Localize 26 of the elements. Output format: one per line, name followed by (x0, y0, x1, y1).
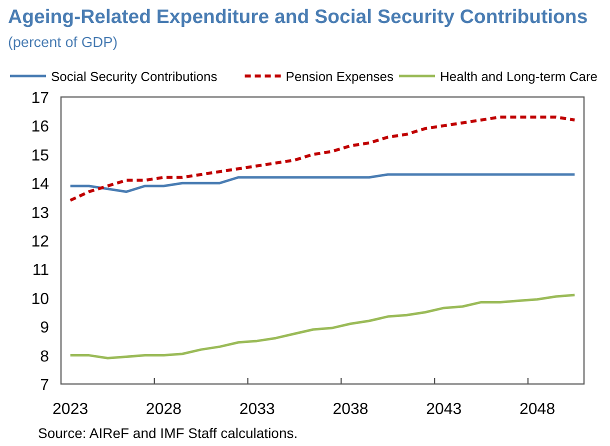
chart-subtitle: (percent of GDP) (8, 35, 118, 51)
x-tick-label: 2033 (239, 401, 276, 418)
source-note: Source: AIReF and IMF Staff calculations. (38, 425, 298, 441)
line-series (69, 173, 576, 193)
y-tick-label: 11 (32, 262, 50, 280)
x-tick-label: 2043 (426, 401, 462, 418)
y-tick-label: 16 (31, 118, 50, 136)
y-tick-label: 9 (40, 320, 50, 337)
line-series (69, 294, 576, 360)
y-tick-label: 14 (31, 176, 50, 194)
legend-label: Pension Expenses (286, 69, 394, 84)
line-series (68, 116, 576, 202)
x-tick-label: 2028 (146, 401, 182, 418)
y-tick-label: 12 (31, 234, 50, 250)
x-tick-label: 2023 (52, 401, 88, 418)
legend-label: Social Security Contributions (51, 69, 218, 84)
y-tick-label: 13 (31, 204, 50, 222)
y-tick-label: 7 (40, 377, 50, 394)
x-tick-label: 2048 (520, 401, 556, 418)
y-tick-label: 15 (31, 147, 50, 164)
chart-title: Ageing-Related Expenditure and Social Security Contributions (8, 6, 588, 28)
y-tick-label: 8 (40, 348, 50, 366)
x-tick-label: 2038 (332, 401, 368, 418)
y-tick-label: 17 (31, 90, 50, 107)
y-tick-label: 10 (31, 290, 50, 308)
legend-label: Health and Long-term Care (440, 69, 598, 84)
